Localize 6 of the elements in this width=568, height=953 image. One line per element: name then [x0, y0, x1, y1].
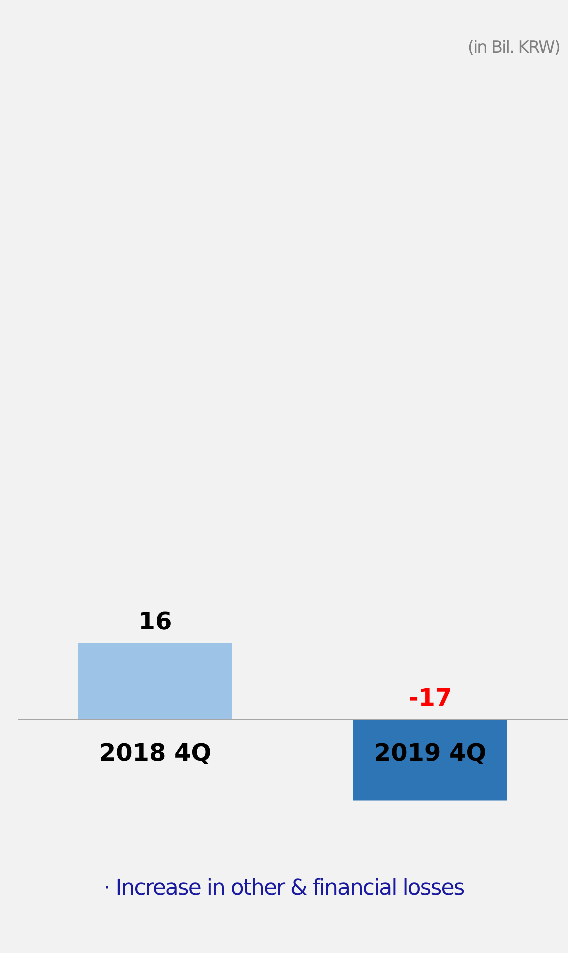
data-label: -17: [408, 684, 452, 712]
data-label: 16: [138, 607, 172, 636]
x-tick-label: 2019 4Q: [374, 738, 487, 767]
x-tick-label: 2018 4Q: [99, 738, 212, 767]
text: · Increase in other & financial losses: [102, 876, 466, 901]
text: (in Bil. KRW): [468, 38, 560, 58]
